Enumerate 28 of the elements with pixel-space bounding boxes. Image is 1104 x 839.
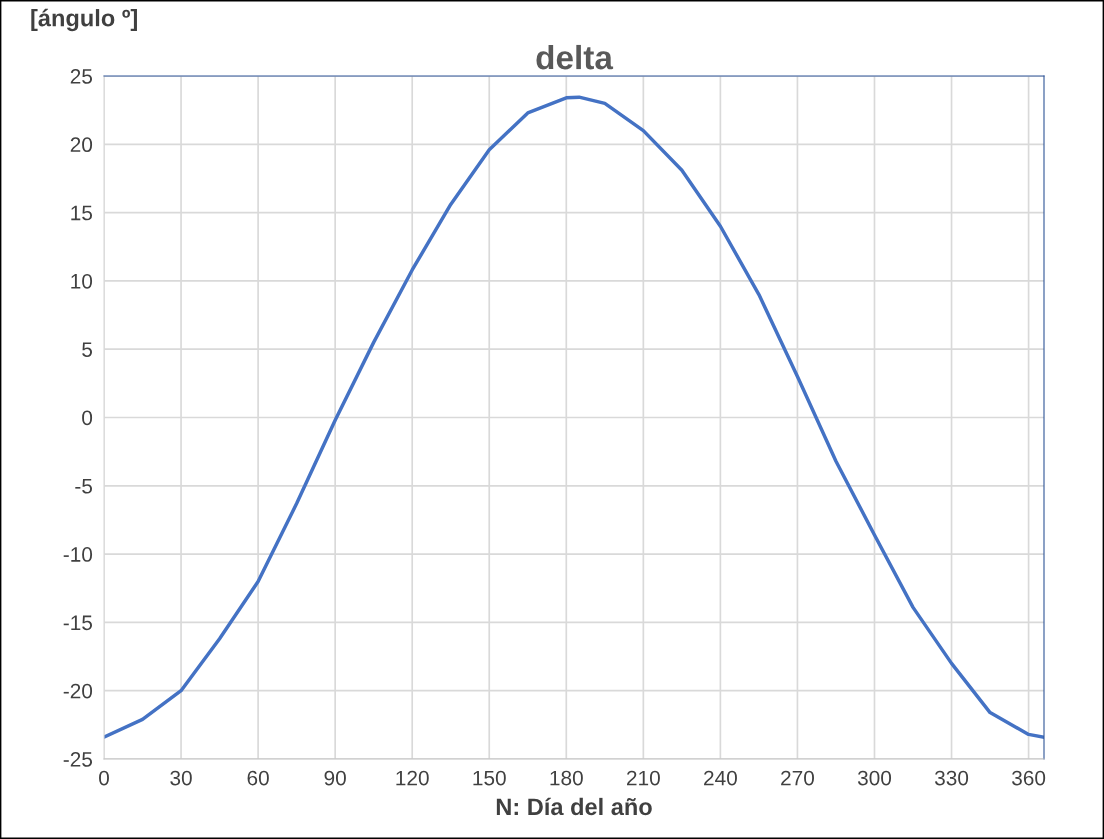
- x-tick-label: 270: [781, 770, 815, 786]
- y-tick-label: -20: [63, 683, 93, 699]
- y-tick-label: 0: [82, 410, 93, 426]
- x-tick-label: 300: [857, 770, 892, 786]
- y-axis-title: [ángulo º]: [31, 8, 137, 32]
- x-tick-label: 0: [99, 770, 109, 786]
- y-tick-label: 20: [70, 137, 93, 153]
- x-tick-label: 30: [170, 770, 192, 786]
- y-tick-label: 10: [71, 273, 93, 289]
- y-tick-label: 5: [82, 342, 93, 357]
- y-tick-label: 15: [71, 205, 93, 221]
- y-tick-label: 25: [70, 69, 93, 84]
- x-tick-label: 330: [934, 770, 969, 786]
- x-tick-label: 360: [1012, 770, 1046, 786]
- x-tick-label: 150: [473, 770, 506, 786]
- y-tick-label: -15: [63, 615, 93, 631]
- y-tick-label: -25: [63, 752, 93, 767]
- chart-title: delta: [536, 44, 614, 70]
- line-series: [104, 95, 1044, 739]
- y-tick-label: -10: [63, 547, 93, 562]
- x-tick-label: 210: [627, 770, 660, 786]
- x-tick-label: 240: [704, 770, 737, 786]
- x-tick-label: 180: [550, 770, 583, 786]
- y-tick-label: -5: [75, 479, 93, 494]
- x-axis-title: N: Día del año: [496, 797, 652, 816]
- x-tick-label: 90: [324, 770, 346, 786]
- x-tick-label: 60: [247, 770, 269, 786]
- x-tick-label: 120: [396, 770, 429, 786]
